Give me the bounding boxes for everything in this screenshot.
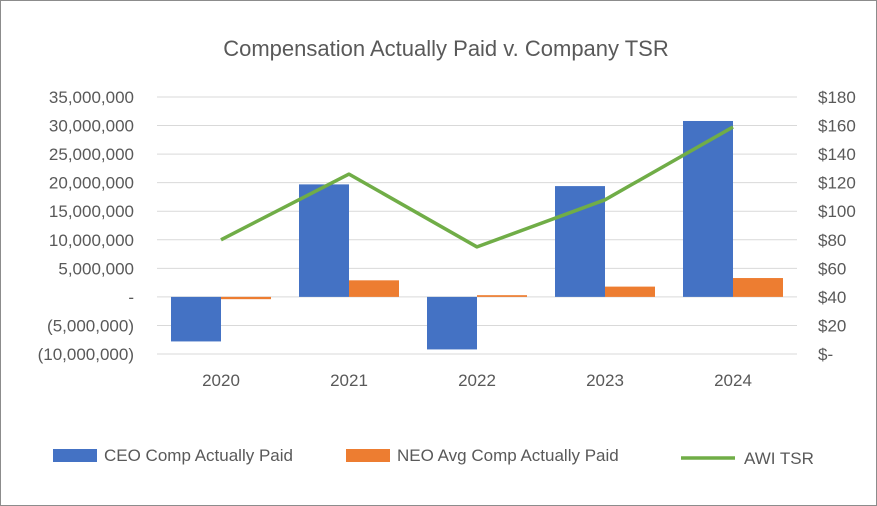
right-axis-tick-label: $140 [818,145,856,164]
left-axis-tick-label: 35,000,000 [49,88,134,107]
right-axis-tick-label: $60 [818,259,846,278]
left-axis-tick-label: 5,000,000 [58,259,134,278]
left-axis-tick-label: 25,000,000 [49,145,134,164]
left-axis-tick-label: 10,000,000 [49,231,134,250]
right-axis-tick-label: $- [818,345,833,364]
left-axis-tick-label: (10,000,000) [38,345,134,364]
left-axis-tick-label: 30,000,000 [49,117,134,136]
x-axis-tick-label: 2022 [458,371,496,390]
right-axis-tick-label: $120 [818,174,856,193]
right-axis-tick-label: $100 [818,202,856,221]
right-axis-tick-label: $160 [818,117,856,136]
right-axis-tick-label: $80 [818,231,846,250]
legend: CEO Comp Actually Paid NEO Avg Comp Actu… [53,446,814,468]
neo-bar-2022 [477,295,527,297]
neo-bar-2020 [221,296,271,300]
left-axis-tick-label: - [128,288,134,307]
right-axis-tick-label: $20 [818,316,846,335]
x-axis-tick-label: 2021 [330,371,368,390]
x-axis-tick-label: 2023 [586,371,624,390]
x-axis-tick-label: 2020 [202,371,240,390]
neo-bar-2023 [605,286,655,297]
left-axis-tick-label: 20,000,000 [49,174,134,193]
neo-bar-2021 [349,280,399,297]
left-axis-tick-label: (5,000,000) [47,316,134,335]
tsr-line [220,125,734,249]
legend-label-tsr: AWI TSR [744,449,814,468]
legend-swatch-neo [346,449,390,462]
ceo-bar-2024 [683,120,733,297]
legend-swatch-ceo [53,449,97,462]
ceo-bar-2021 [299,184,349,297]
right-axis-tick-label: $180 [818,88,856,107]
ceo-bar-2020 [171,296,221,342]
x-axis-tick-label: 2024 [714,371,752,390]
neo-bar-2024 [733,278,783,297]
legend-label-neo: NEO Avg Comp Actually Paid [397,446,619,465]
chart-title: Compensation Actually Paid v. Company TS… [223,36,669,61]
right-axis-tick-label: $40 [818,288,846,307]
legend-label-ceo: CEO Comp Actually Paid [104,446,293,465]
ceo-bar-2022 [427,296,477,350]
left-axis-tick-label: 15,000,000 [49,202,134,221]
